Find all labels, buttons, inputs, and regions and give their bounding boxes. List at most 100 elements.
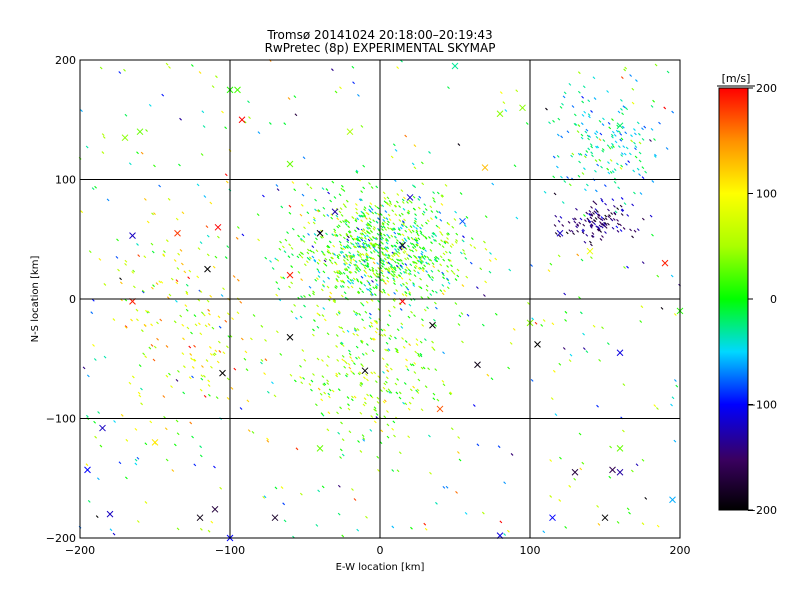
cross-marker xyxy=(174,229,181,237)
data-point xyxy=(145,309,148,313)
data-point xyxy=(381,357,385,361)
data-point xyxy=(197,322,201,326)
data-point xyxy=(295,447,299,451)
data-point xyxy=(542,319,546,322)
data-point xyxy=(358,287,362,291)
data-point xyxy=(141,289,145,293)
data-point xyxy=(393,260,397,264)
data-point xyxy=(408,401,412,405)
data-point xyxy=(606,144,610,148)
data-point xyxy=(338,210,342,214)
data-point xyxy=(600,225,604,229)
data-point xyxy=(394,149,398,152)
data-point xyxy=(214,349,218,353)
data-point xyxy=(354,328,358,332)
data-point xyxy=(364,246,368,249)
data-point xyxy=(143,255,147,259)
data-point xyxy=(194,323,198,327)
data-point xyxy=(375,220,379,224)
data-point xyxy=(644,496,648,500)
data-point xyxy=(214,255,218,259)
data-point xyxy=(597,216,600,219)
data-point xyxy=(579,311,583,315)
data-point xyxy=(375,236,379,240)
data-point xyxy=(358,198,362,202)
data-point xyxy=(119,277,122,281)
data-point xyxy=(606,90,609,93)
data-point xyxy=(431,346,435,350)
data-point xyxy=(402,251,406,254)
data-point xyxy=(399,258,403,262)
data-point xyxy=(616,222,620,226)
data-point xyxy=(389,367,393,371)
data-point xyxy=(426,306,429,310)
data-point xyxy=(310,388,313,392)
data-point xyxy=(361,290,365,294)
data-point xyxy=(368,205,372,209)
data-point xyxy=(587,99,591,103)
x-tick-label: 200 xyxy=(670,544,691,557)
data-point xyxy=(590,110,593,113)
data-point xyxy=(363,214,367,217)
data-point xyxy=(346,274,349,278)
data-point xyxy=(426,219,430,223)
data-point xyxy=(432,191,435,195)
data-point xyxy=(208,312,211,316)
x-axis-label: E-W location [km] xyxy=(336,562,425,573)
data-point xyxy=(340,271,343,275)
data-point xyxy=(175,217,179,221)
data-point xyxy=(559,215,563,219)
data-point xyxy=(369,209,372,213)
data-point xyxy=(273,394,277,398)
data-point xyxy=(150,242,154,246)
data-point xyxy=(339,456,342,459)
data-point xyxy=(358,259,362,263)
data-point xyxy=(275,330,279,334)
data-point xyxy=(124,113,128,117)
data-point xyxy=(562,95,566,99)
data-point xyxy=(382,225,386,229)
data-point xyxy=(363,214,366,218)
data-point xyxy=(638,151,642,155)
data-point xyxy=(387,213,391,217)
data-point xyxy=(561,224,565,227)
data-point xyxy=(346,329,350,333)
data-point xyxy=(447,222,451,226)
data-point xyxy=(348,271,352,274)
data-point xyxy=(134,458,138,462)
data-point xyxy=(162,395,166,398)
data-point xyxy=(671,396,675,400)
data-point xyxy=(654,63,658,67)
data-point xyxy=(335,284,338,288)
data-point xyxy=(349,261,353,265)
data-point xyxy=(366,234,369,238)
data-point xyxy=(357,440,360,443)
data-point xyxy=(401,293,405,296)
data-point xyxy=(123,68,126,72)
data-point xyxy=(450,264,453,268)
data-point xyxy=(414,217,418,221)
data-point xyxy=(584,130,588,134)
data-point xyxy=(423,338,427,341)
data-point xyxy=(420,224,424,227)
data-point xyxy=(356,265,360,269)
data-point xyxy=(358,214,362,218)
data-point xyxy=(368,283,372,287)
data-point xyxy=(416,352,420,356)
data-point xyxy=(171,469,175,472)
data-point xyxy=(450,427,454,431)
data-point xyxy=(399,271,403,275)
data-point xyxy=(593,222,596,226)
data-point xyxy=(470,237,474,240)
data-point xyxy=(395,275,399,279)
data-point xyxy=(372,250,376,253)
data-point xyxy=(589,216,593,220)
cross-marker xyxy=(571,468,579,476)
data-point xyxy=(397,227,401,230)
data-point xyxy=(306,248,310,252)
data-point xyxy=(607,171,611,175)
data-point xyxy=(609,158,613,162)
data-point xyxy=(209,353,213,356)
data-point xyxy=(510,453,514,456)
data-point xyxy=(673,439,677,443)
